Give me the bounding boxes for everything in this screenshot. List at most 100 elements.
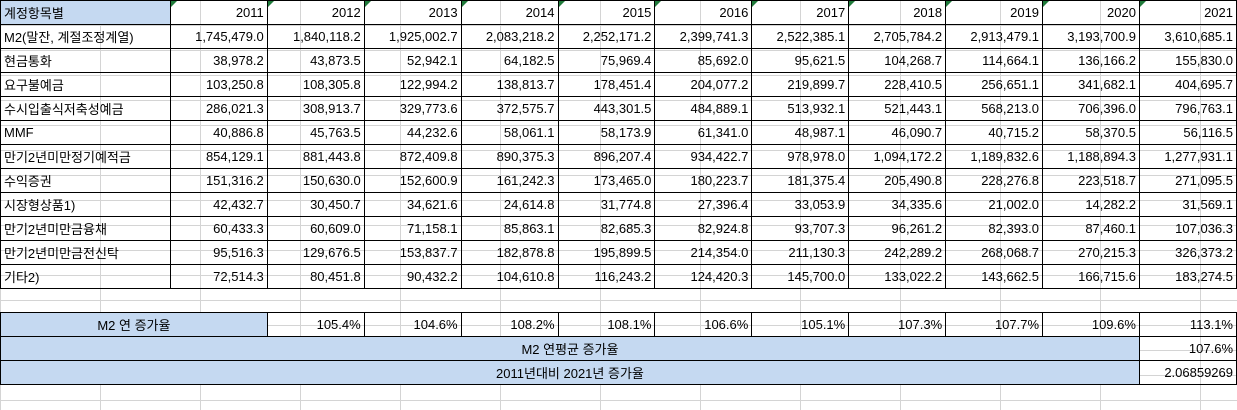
value-cell[interactable]: 2,399,741.3 xyxy=(654,24,753,49)
year-header-cell[interactable]: 2012 xyxy=(266,0,365,25)
value-cell[interactable]: 96,261.2 xyxy=(848,216,947,241)
value-cell[interactable]: 87,460.1 xyxy=(1042,216,1140,241)
blank-cell[interactable] xyxy=(170,288,268,313)
year-header-cell[interactable]: 2014 xyxy=(460,0,559,25)
value-cell[interactable]: 85,863.1 xyxy=(460,216,559,241)
value-cell[interactable]: 95,516.3 xyxy=(169,240,268,265)
value-cell[interactable]: 95,621.5 xyxy=(751,48,850,73)
value-cell[interactable]: 40,886.8 xyxy=(169,120,268,145)
value-cell[interactable]: 114,664.1 xyxy=(945,48,1044,73)
blank-cell[interactable] xyxy=(461,288,558,313)
value-cell[interactable]: 27,396.4 xyxy=(654,192,753,217)
value-cell[interactable]: 854,129.1 xyxy=(169,144,268,169)
year-header-cell[interactable]: 2015 xyxy=(557,0,656,25)
value-cell[interactable]: 978,978.0 xyxy=(751,144,850,169)
value-cell[interactable]: 82,393.0 xyxy=(945,216,1044,241)
growth-cell[interactable]: 113.1% xyxy=(1138,312,1237,337)
row-label-cell[interactable]: MMF xyxy=(0,120,171,145)
value-cell[interactable]: 104,610.8 xyxy=(460,264,559,289)
growth-cell[interactable]: 104.6% xyxy=(363,312,462,337)
growth-cell[interactable]: 107.3% xyxy=(848,312,947,337)
value-cell[interactable]: 178,451.4 xyxy=(557,72,656,97)
value-cell[interactable]: 513,932.1 xyxy=(751,96,850,121)
year-header-cell[interactable]: 2020 xyxy=(1042,0,1140,25)
value-cell[interactable]: 61,341.0 xyxy=(654,120,753,145)
year-header-cell[interactable]: 2019 xyxy=(945,0,1044,25)
growth-cell[interactable]: 105.4% xyxy=(266,312,365,337)
value-cell[interactable]: 124,420.3 xyxy=(654,264,753,289)
blank-cell[interactable] xyxy=(654,288,752,313)
value-cell[interactable]: 3,193,700.9 xyxy=(1042,24,1140,49)
value-cell[interactable]: 2,522,385.1 xyxy=(751,24,850,49)
avg-growth-label-cell[interactable]: M2 연평균 증가율 xyxy=(0,336,1140,361)
value-cell[interactable]: 38,978.2 xyxy=(169,48,268,73)
value-cell[interactable]: 58,061.1 xyxy=(460,120,559,145)
header-label-cell[interactable]: 계정항목별 xyxy=(0,0,171,25)
growth-cell[interactable]: 105.1% xyxy=(751,312,850,337)
value-cell[interactable]: 24,614.8 xyxy=(460,192,559,217)
year-header-cell[interactable]: 2017 xyxy=(751,0,850,25)
value-cell[interactable]: 145,700.0 xyxy=(751,264,850,289)
value-cell[interactable]: 180,223.7 xyxy=(654,168,753,193)
value-cell[interactable]: 48,987.1 xyxy=(751,120,850,145)
value-cell[interactable]: 341,682.1 xyxy=(1042,72,1140,97)
value-cell[interactable]: 75,969.4 xyxy=(557,48,656,73)
value-cell[interactable]: 228,276.8 xyxy=(945,168,1044,193)
value-cell[interactable]: 44,232.6 xyxy=(363,120,462,145)
value-cell[interactable]: 1,745,479.0 xyxy=(169,24,268,49)
value-cell[interactable]: 80,451.8 xyxy=(266,264,365,289)
value-cell[interactable]: 308,913.7 xyxy=(266,96,365,121)
value-cell[interactable]: 46,090.7 xyxy=(848,120,947,145)
value-cell[interactable]: 40,715.2 xyxy=(945,120,1044,145)
value-cell[interactable]: 934,422.7 xyxy=(654,144,753,169)
value-cell[interactable]: 326,373.2 xyxy=(1138,240,1237,265)
blank-cell[interactable] xyxy=(364,288,462,313)
value-cell[interactable]: 270,215.3 xyxy=(1042,240,1140,265)
value-cell[interactable]: 3,610,685.1 xyxy=(1138,24,1237,49)
value-cell[interactable]: 896,207.4 xyxy=(557,144,656,169)
value-cell[interactable]: 64,182.5 xyxy=(460,48,559,73)
value-cell[interactable]: 138,813.7 xyxy=(460,72,559,97)
value-cell[interactable]: 152,600.9 xyxy=(363,168,462,193)
growth-label-cell[interactable]: M2 연 증가율 xyxy=(0,312,268,337)
value-cell[interactable]: 31,774.8 xyxy=(557,192,656,217)
value-cell[interactable]: 2,252,171.2 xyxy=(557,24,656,49)
row-label-cell[interactable]: 현금통화 xyxy=(0,48,171,73)
value-cell[interactable]: 45,763.5 xyxy=(266,120,365,145)
ratio-value-cell[interactable]: 2.06859269 xyxy=(1138,360,1237,385)
blank-cell[interactable] xyxy=(945,288,1043,313)
avg-growth-value-cell[interactable]: 107.6% xyxy=(1138,336,1237,361)
value-cell[interactable]: 881,443.8 xyxy=(266,144,365,169)
value-cell[interactable]: 122,994.2 xyxy=(363,72,462,97)
value-cell[interactable]: 2,913,479.1 xyxy=(945,24,1044,49)
value-cell[interactable]: 104,268.7 xyxy=(848,48,947,73)
value-cell[interactable]: 150,630.0 xyxy=(266,168,365,193)
value-cell[interactable]: 372,575.7 xyxy=(460,96,559,121)
value-cell[interactable]: 33,053.9 xyxy=(751,192,850,217)
value-cell[interactable]: 183,274.5 xyxy=(1138,264,1237,289)
value-cell[interactable]: 93,707.3 xyxy=(751,216,850,241)
value-cell[interactable]: 52,942.1 xyxy=(363,48,462,73)
value-cell[interactable]: 443,301.5 xyxy=(557,96,656,121)
value-cell[interactable]: 173,465.0 xyxy=(557,168,656,193)
value-cell[interactable]: 90,432.2 xyxy=(363,264,462,289)
year-header-cell[interactable]: 2011 xyxy=(169,0,268,25)
value-cell[interactable]: 568,213.0 xyxy=(945,96,1044,121)
value-cell[interactable]: 404,695.7 xyxy=(1138,72,1237,97)
value-cell[interactable]: 21,002.0 xyxy=(945,192,1044,217)
value-cell[interactable]: 30,450.7 xyxy=(266,192,365,217)
blank-cell[interactable] xyxy=(0,288,171,313)
value-cell[interactable]: 56,116.5 xyxy=(1138,120,1237,145)
value-cell[interactable]: 2,083,218.2 xyxy=(460,24,559,49)
ratio-label-cell[interactable]: 2011년대비 2021년 증가율 xyxy=(0,360,1140,385)
value-cell[interactable]: 116,243.2 xyxy=(557,264,656,289)
value-cell[interactable]: 107,036.3 xyxy=(1138,216,1237,241)
year-header-cell[interactable]: 2018 xyxy=(848,0,947,25)
value-cell[interactable]: 166,715.6 xyxy=(1042,264,1140,289)
value-cell[interactable]: 706,396.0 xyxy=(1042,96,1140,121)
value-cell[interactable]: 214,354.0 xyxy=(654,240,753,265)
value-cell[interactable]: 103,250.8 xyxy=(169,72,268,97)
value-cell[interactable]: 271,095.5 xyxy=(1138,168,1237,193)
value-cell[interactable]: 129,676.5 xyxy=(266,240,365,265)
growth-cell[interactable]: 108.1% xyxy=(557,312,656,337)
